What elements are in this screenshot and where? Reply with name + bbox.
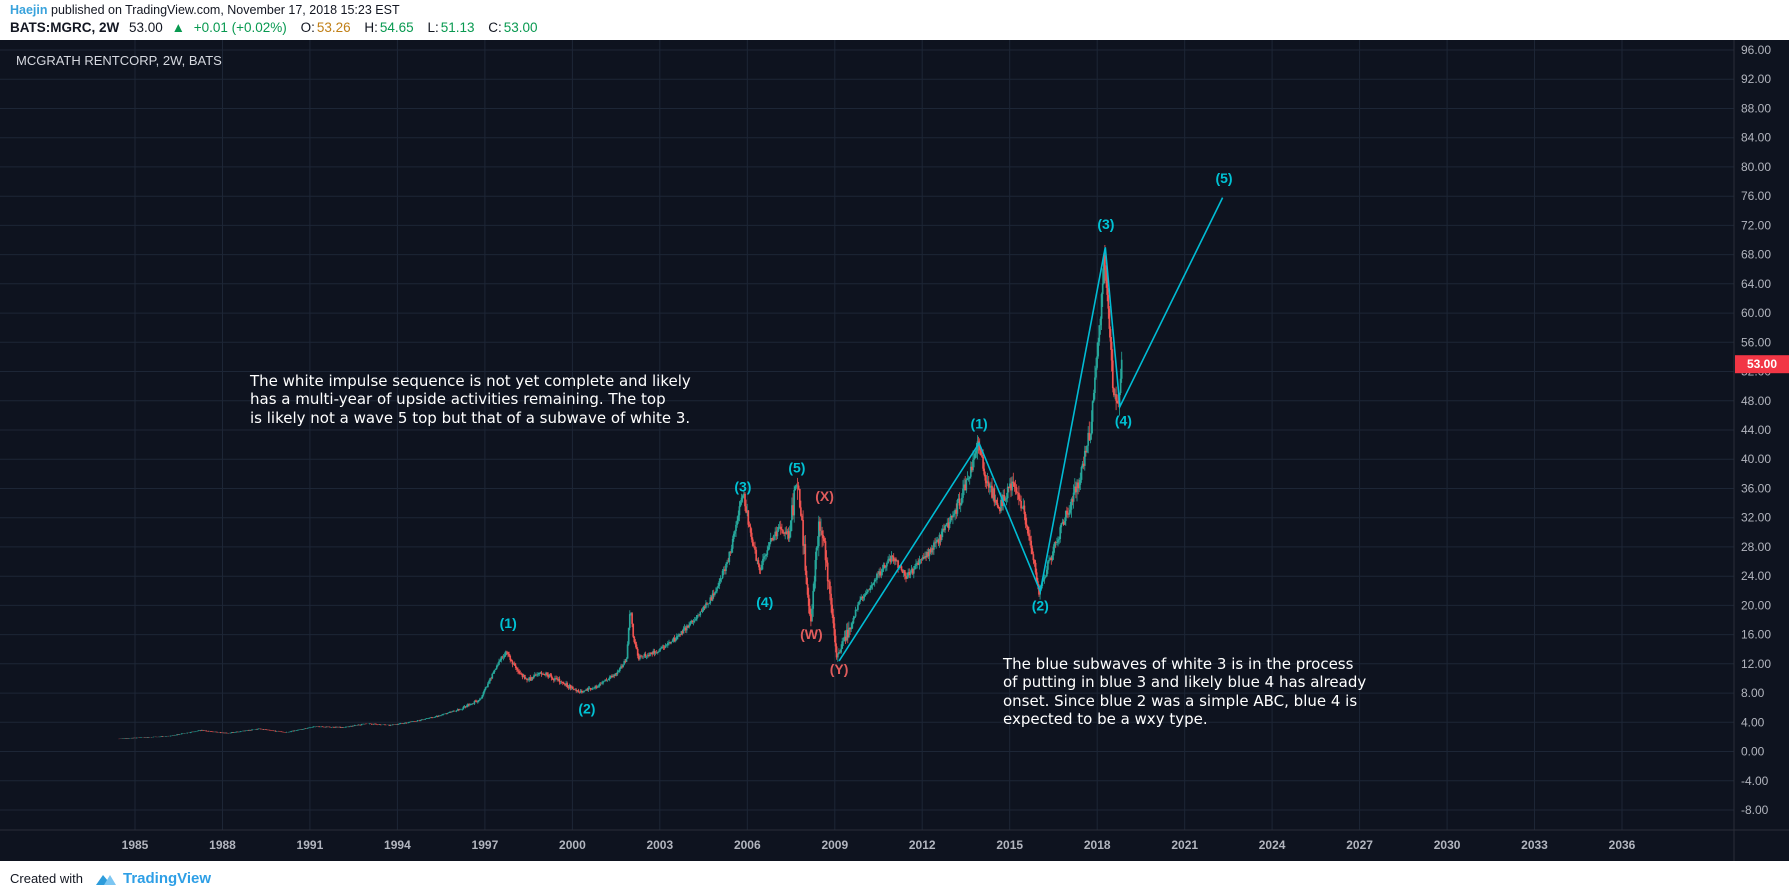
- price-tick-label: 40.00: [1741, 452, 1771, 466]
- wave-label-cyan-4[interactable]: (4): [756, 594, 773, 610]
- low-label: L:: [427, 20, 439, 35]
- high-value: 54.65: [379, 20, 414, 35]
- price-tick-label: 24.00: [1741, 569, 1771, 583]
- time-tick-label: 2027: [1346, 838, 1373, 852]
- price-tick-label: 44.00: [1741, 423, 1771, 437]
- wave-label-red-W[interactable]: (W): [800, 626, 823, 642]
- time-tick-label: 2006: [734, 838, 761, 852]
- chart-note-blue-subwaves[interactable]: The blue subwaves of white 3 is in the p…: [1003, 655, 1367, 728]
- elliott-wave-trendline[interactable]: [838, 197, 1224, 662]
- price-tick-label: 60.00: [1741, 306, 1771, 320]
- tradingview-logo-icon[interactable]: [95, 868, 117, 888]
- up-triangle-icon: ▲: [171, 20, 185, 35]
- price-tick-label: 72.00: [1741, 218, 1771, 232]
- chart-note-white-impulse[interactable]: The white impulse sequence is not yet co…: [250, 372, 691, 427]
- time-tick-label: 1985: [122, 838, 149, 852]
- close-label: C:: [488, 20, 502, 35]
- price-tick-label: 76.00: [1741, 189, 1771, 203]
- close-value: 53.00: [503, 20, 538, 35]
- wave-label-cyan-5[interactable]: (5): [788, 459, 805, 475]
- price-tick-label: 4.00: [1741, 715, 1765, 729]
- price-tick-label: 88.00: [1741, 102, 1771, 116]
- time-tick-label: 2030: [1434, 838, 1461, 852]
- time-tick-label: 1988: [209, 838, 236, 852]
- last-price-tag: 53.00: [1735, 355, 1789, 374]
- time-tick-label: 2021: [1171, 838, 1198, 852]
- price-tick-label: 0.00: [1741, 745, 1765, 759]
- price-tick-label: 68.00: [1741, 248, 1771, 262]
- price-tick-label: 64.00: [1741, 277, 1771, 291]
- price-tick-label: 80.00: [1741, 160, 1771, 174]
- price-tick-label: 20.00: [1741, 598, 1771, 612]
- price-tick-label: -4.00: [1741, 774, 1769, 788]
- time-tick-label: 2003: [646, 838, 673, 852]
- chart-canvas[interactable]: (1) (2) (3) (4) (5) (W) (X) (Y) (1) (2) (3) (4) (5) 9…: [0, 40, 1789, 861]
- price-tick-label: 16.00: [1741, 628, 1771, 642]
- symbol-interval: BATS:MGRC, 2W: [10, 20, 120, 35]
- price-tick-label: 12.00: [1741, 657, 1771, 671]
- grid: [0, 40, 1734, 830]
- price-axis[interactable]: 96.00 92.00 88.00 84.00 80.00 76.00 72.00 68.00…: [1741, 43, 1771, 817]
- price-tick-label: 92.00: [1741, 72, 1771, 86]
- price-tick-label: 28.00: [1741, 540, 1771, 554]
- tradingview-brand-link[interactable]: TradingView: [122, 869, 212, 887]
- time-tick-label: 2012: [909, 838, 936, 852]
- price-tick-label: 36.00: [1741, 482, 1771, 496]
- price-change: +0.01 (+0.02%): [193, 20, 287, 35]
- time-tick-label: 1994: [384, 838, 411, 852]
- wave-label-cyan-1[interactable]: (1): [500, 615, 517, 631]
- author-link[interactable]: Haejin: [10, 3, 48, 17]
- open-label: O:: [300, 20, 315, 35]
- wave-label-cyan-2[interactable]: (2): [578, 701, 595, 717]
- price-tick-label: 48.00: [1741, 394, 1771, 408]
- price-tick-label: 56.00: [1741, 335, 1771, 349]
- candlestick-series: [118, 245, 1123, 740]
- price-tick-label: 32.00: [1741, 511, 1771, 525]
- low-value: 51.13: [440, 20, 475, 35]
- time-tick-label: 1991: [297, 838, 324, 852]
- wave-label-cyan-3[interactable]: (3): [1097, 216, 1114, 232]
- time-tick-label: 1997: [472, 838, 499, 852]
- chart-legend-title: MCGRATH RENTCORP, 2W, BATS: [16, 53, 222, 68]
- published-text: published on TradingView.com, November 1…: [51, 3, 400, 17]
- svg-text:53.00: 53.00: [1747, 357, 1777, 371]
- time-axis[interactable]: 1985 1988 1991 1994 1997 2000 2003 2006 2009 2012…: [122, 838, 1636, 852]
- time-tick-label: 2033: [1521, 838, 1548, 852]
- time-tick-label: 2036: [1609, 838, 1636, 852]
- high-label: H:: [364, 20, 378, 35]
- wave-label-red-Y[interactable]: (Y): [830, 661, 849, 677]
- share-header: Haejin published on TradingView.com, Nov…: [0, 0, 1789, 40]
- wave-label-cyan-5[interactable]: (5): [1215, 170, 1232, 186]
- publish-line: Haejin published on TradingView.com, Nov…: [10, 3, 400, 17]
- price-tick-label: 96.00: [1741, 43, 1771, 57]
- symbol-line: BATS:MGRC, 2W 53.00 ▲ +0.01 (+0.02%) O: 5…: [10, 20, 538, 35]
- footer-bar: Created with TradingView: [0, 861, 1789, 895]
- price-tick-label: -8.00: [1741, 803, 1769, 817]
- time-tick-label: 2018: [1084, 838, 1111, 852]
- wave-label-cyan-4[interactable]: (4): [1115, 413, 1132, 429]
- time-tick-label: 2000: [559, 838, 586, 852]
- wave-label-cyan-3[interactable]: (3): [734, 478, 751, 494]
- open-value: 53.26: [316, 20, 351, 35]
- wave-label-cyan-1[interactable]: (1): [971, 416, 988, 432]
- price-tick-label: 8.00: [1741, 686, 1765, 700]
- time-tick-label: 2015: [996, 838, 1023, 852]
- time-tick-label: 2009: [821, 838, 848, 852]
- price-tick-label: 84.00: [1741, 131, 1771, 145]
- created-with-text: Created with: [10, 870, 83, 886]
- wave-label-red-X[interactable]: (X): [815, 488, 834, 504]
- time-tick-label: 2024: [1259, 838, 1286, 852]
- wave-label-cyan-2[interactable]: (2): [1032, 598, 1049, 614]
- chart-region: (1) (2) (3) (4) (5) (W) (X) (Y) (1) (2) (3) (4) (5) 9…: [0, 40, 1789, 861]
- last-price: 53.00: [129, 20, 163, 35]
